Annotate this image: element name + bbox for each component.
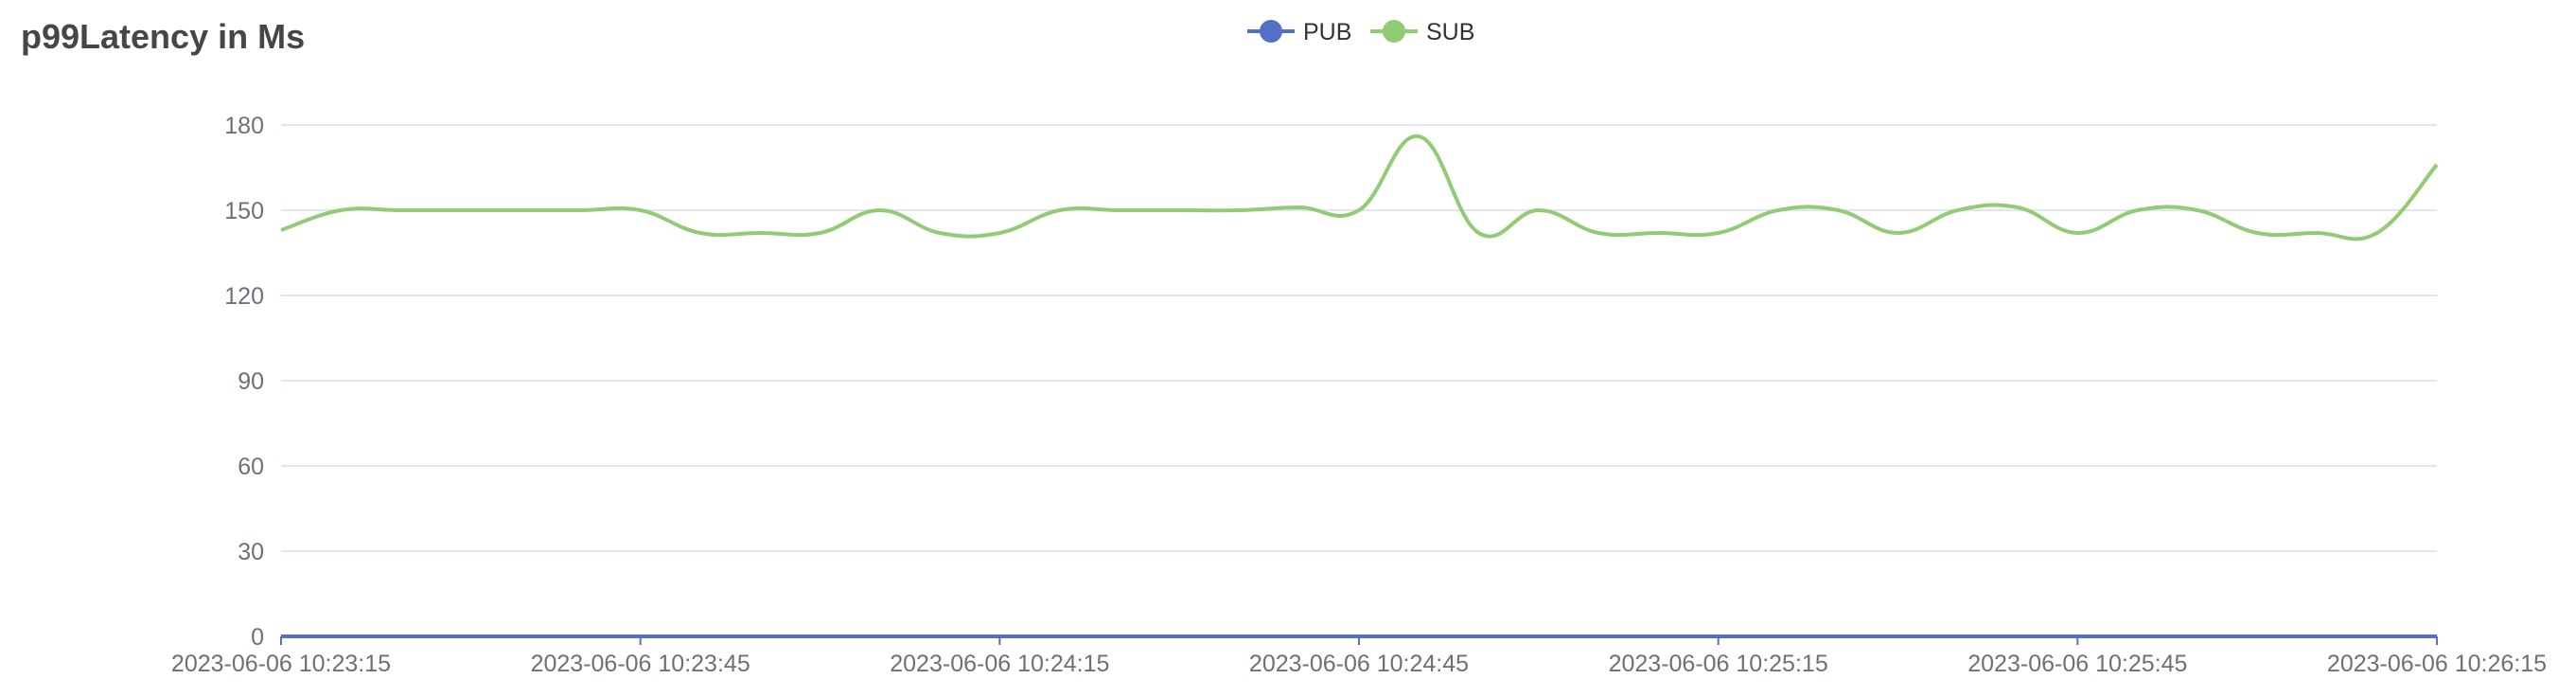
y-tick-label: 150 <box>224 198 264 224</box>
x-tick-label: 2023-06-06 10:24:15 <box>890 651 1109 677</box>
legend-dot-marker <box>1260 20 1282 43</box>
x-tick-label: 2023-06-06 10:23:15 <box>171 651 391 677</box>
x-axis: 2023-06-06 10:23:15 2023-06-06 10:23:45 20… <box>171 634 2547 677</box>
series-layer <box>280 134 2439 639</box>
y-tick-label: 30 <box>238 539 264 565</box>
x-tick-label: 2023-06-06 10:25:15 <box>1609 651 1828 677</box>
legend-label: PUB <box>1303 19 1351 45</box>
legend-item-pub[interactable]: PUB <box>1247 19 1351 45</box>
legend-label: SUB <box>1426 19 1474 45</box>
legend-item-sub[interactable]: SUB <box>1370 19 1474 45</box>
chart-title: p99Latency in Ms <box>21 17 306 56</box>
x-tick-label: 2023-06-06 10:25:45 <box>1967 651 2187 677</box>
y-tick-label: 0 <box>251 624 264 651</box>
x-tick-label: 2023-06-06 10:24:45 <box>1249 651 1469 677</box>
legend[interactable]: PUB SUB <box>1247 19 1474 45</box>
y-tick-label: 120 <box>224 283 264 310</box>
series-line-sub <box>280 134 2439 241</box>
x-tick-label: 2023-06-06 10:26:15 <box>2327 651 2547 677</box>
grid-lines <box>281 124 2437 552</box>
y-tick-label: 90 <box>238 368 264 395</box>
legend-dot-marker <box>1383 20 1405 43</box>
y-axis: 0 30 60 90 120 150 180 <box>224 113 264 651</box>
y-tick-label: 180 <box>224 113 264 139</box>
y-tick-label: 60 <box>238 454 264 480</box>
x-tick-label: 2023-06-06 10:23:45 <box>531 651 750 677</box>
